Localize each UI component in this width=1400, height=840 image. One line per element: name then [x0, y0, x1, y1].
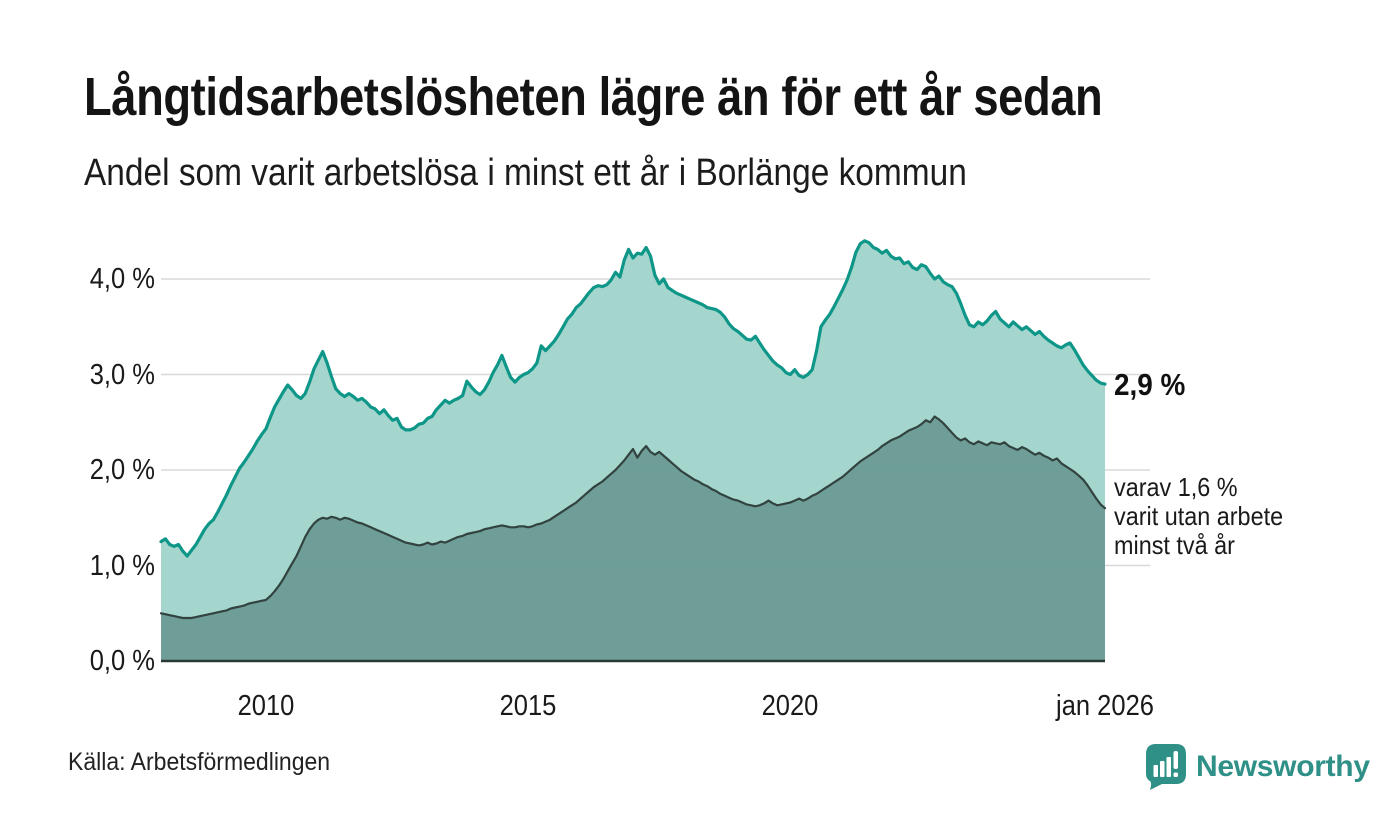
x-axis-label: 2010	[237, 690, 295, 722]
logo-bar-2	[1160, 761, 1165, 777]
y-axis-label: 3,0 %	[89, 358, 155, 391]
secondary-annotation-line-3: minst två år	[1114, 530, 1235, 560]
y-axis-label: 1,0 %	[89, 549, 155, 582]
x-axis-label: 2015	[499, 690, 557, 722]
x-axis-label: jan 2026	[1056, 690, 1154, 722]
newsworthy-logo-icon	[1146, 744, 1186, 790]
latest-value-label: 2,9 %	[1114, 367, 1186, 402]
chart-subtitle: Andel som varit arbetslösa i minst ett å…	[84, 152, 967, 194]
logo-bubble-shape	[1146, 744, 1186, 790]
newsworthy-wordmark: Newsworthy	[1196, 750, 1370, 783]
y-axis-label: 4,0 %	[89, 263, 155, 295]
secondary-annotation-line-2: varit utan arbete	[1114, 501, 1284, 531]
y-axis-label: 2,0 %	[89, 454, 155, 486]
newsworthy-logo: Newsworthy	[1146, 744, 1370, 790]
logo-bar-1	[1153, 765, 1158, 777]
logo-exclamation-bar	[1173, 751, 1178, 769]
logo-bar-3	[1166, 757, 1171, 777]
secondary-value-annotation: varav 1,6 % varit utan arbete minst två …	[1114, 473, 1283, 560]
chart-title: Långtidsarbetslösheten lägre än för ett …	[84, 67, 1103, 127]
source-label: Källa: Arbetsförmedlingen	[68, 748, 331, 776]
logo-exclamation-dot	[1173, 772, 1178, 777]
y-axis-label: 0,0 %	[89, 645, 155, 677]
secondary-annotation-line-1: varav 1,6 %	[1114, 472, 1238, 502]
x-axis-label: 2020	[761, 690, 819, 722]
